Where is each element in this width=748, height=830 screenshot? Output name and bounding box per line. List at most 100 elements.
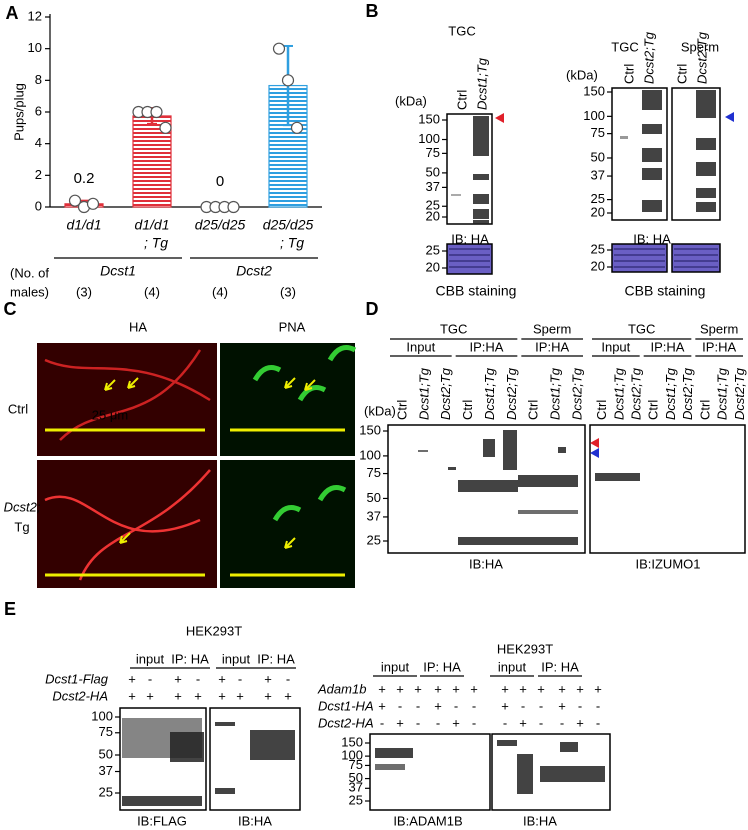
label: IB: HA bbox=[633, 231, 671, 246]
sign: - bbox=[286, 671, 290, 686]
sign: + bbox=[396, 715, 404, 730]
lane-label: Ctrl bbox=[526, 400, 541, 420]
label: input bbox=[498, 659, 527, 674]
band bbox=[517, 754, 533, 794]
label: TGC bbox=[611, 39, 638, 54]
blot bbox=[589, 424, 746, 554]
acrosome bbox=[272, 505, 302, 522]
label: Dcst1-HA bbox=[318, 698, 374, 713]
band bbox=[696, 162, 716, 176]
arrow bbox=[284, 377, 296, 389]
sign: + bbox=[284, 688, 292, 703]
band bbox=[558, 447, 566, 453]
row-label: Tg bbox=[14, 519, 29, 534]
kda-label: 20 bbox=[591, 258, 605, 273]
y-tick-label: 10 bbox=[28, 40, 42, 55]
sign: - bbox=[539, 698, 543, 713]
sign: + bbox=[452, 681, 460, 696]
sign: - bbox=[398, 698, 402, 713]
lane-label: Dcst2;Tg bbox=[569, 367, 584, 420]
label: IP:HA bbox=[535, 339, 569, 354]
lane-label: Dcst1;Tg bbox=[715, 367, 730, 420]
cbb-band bbox=[674, 248, 718, 250]
label: input bbox=[381, 659, 410, 674]
kda-label: 25 bbox=[426, 198, 440, 213]
lane-label: Ctrl bbox=[454, 90, 469, 110]
band bbox=[518, 475, 578, 487]
arrowhead bbox=[725, 112, 734, 122]
cbb-band bbox=[614, 248, 665, 250]
lane-label: Dcst2;Tg bbox=[641, 31, 656, 84]
label: Sperm bbox=[700, 321, 738, 336]
band bbox=[375, 748, 413, 758]
kda-label: 75 bbox=[426, 145, 440, 160]
band bbox=[473, 174, 489, 180]
sign: + bbox=[434, 698, 442, 713]
kda-label: 37 bbox=[591, 167, 605, 182]
label: IB:HA bbox=[238, 813, 272, 828]
sign: + bbox=[434, 681, 442, 696]
label: IB:IZUMO1 bbox=[635, 556, 700, 571]
x-tick-label: ; Tg bbox=[144, 235, 168, 251]
lane-label: Dcst1;Tg bbox=[482, 367, 497, 420]
sign: - bbox=[521, 698, 525, 713]
label: IP: HA bbox=[171, 651, 209, 666]
label: CBB staining bbox=[436, 283, 517, 299]
x-tick-label: d25/d25 bbox=[195, 217, 246, 233]
data-point bbox=[68, 194, 82, 207]
sign: - bbox=[238, 671, 242, 686]
data-point bbox=[86, 197, 100, 210]
sign: - bbox=[596, 715, 600, 730]
label: Dcst1-Flag bbox=[45, 671, 109, 686]
label: IP:HA bbox=[470, 339, 504, 354]
lane-label: Dcst2;Tg bbox=[438, 367, 453, 420]
arrow bbox=[119, 532, 131, 544]
acrosome bbox=[327, 345, 357, 362]
sign: + bbox=[218, 671, 226, 686]
panel-label: B bbox=[366, 1, 379, 21]
lane-label: Dcst1;Tg bbox=[416, 367, 431, 420]
kda-label: 150 bbox=[583, 83, 605, 98]
cbb-band bbox=[449, 248, 490, 250]
micrograph bbox=[220, 343, 355, 456]
cbb-band bbox=[614, 254, 665, 256]
lane-label: Dcst2;Tg bbox=[732, 367, 747, 420]
sign: + bbox=[264, 671, 272, 686]
lane-label: Dcst1;Tg bbox=[611, 367, 626, 420]
arrow bbox=[127, 377, 139, 389]
band bbox=[215, 788, 235, 794]
fiber bbox=[44, 358, 211, 402]
y-axis-title: Pups/plug bbox=[11, 83, 26, 141]
data-point bbox=[227, 200, 240, 214]
cbb-band bbox=[449, 266, 490, 268]
cbb-band bbox=[614, 266, 665, 268]
band bbox=[696, 138, 716, 150]
sign: + bbox=[576, 715, 584, 730]
data-point bbox=[150, 105, 163, 119]
band bbox=[497, 740, 517, 746]
n-title: males) bbox=[10, 284, 49, 299]
label: TGC bbox=[440, 321, 467, 336]
x-tick-label: ; Tg bbox=[280, 235, 304, 251]
band bbox=[642, 200, 662, 212]
cbb-band bbox=[614, 260, 665, 262]
arrowhead bbox=[495, 113, 504, 123]
cbb-band bbox=[449, 254, 490, 256]
label: Sperm bbox=[533, 321, 571, 336]
band bbox=[642, 168, 662, 180]
y-tick-label: 6 bbox=[35, 103, 42, 118]
sign: - bbox=[436, 715, 440, 730]
panel-label: E bbox=[4, 599, 16, 619]
band bbox=[560, 742, 578, 752]
n-label: (3) bbox=[76, 284, 92, 299]
x-tick-label: d1/d1 bbox=[134, 217, 169, 233]
kda-label: 37 bbox=[426, 179, 440, 194]
kda-label: 50 bbox=[426, 164, 440, 179]
arrowhead bbox=[590, 448, 599, 458]
row-label: Ctrl bbox=[8, 401, 28, 416]
sign: - bbox=[148, 671, 152, 686]
label: PNA bbox=[279, 319, 306, 334]
cbb-band bbox=[674, 254, 718, 256]
sign: + bbox=[594, 681, 602, 696]
